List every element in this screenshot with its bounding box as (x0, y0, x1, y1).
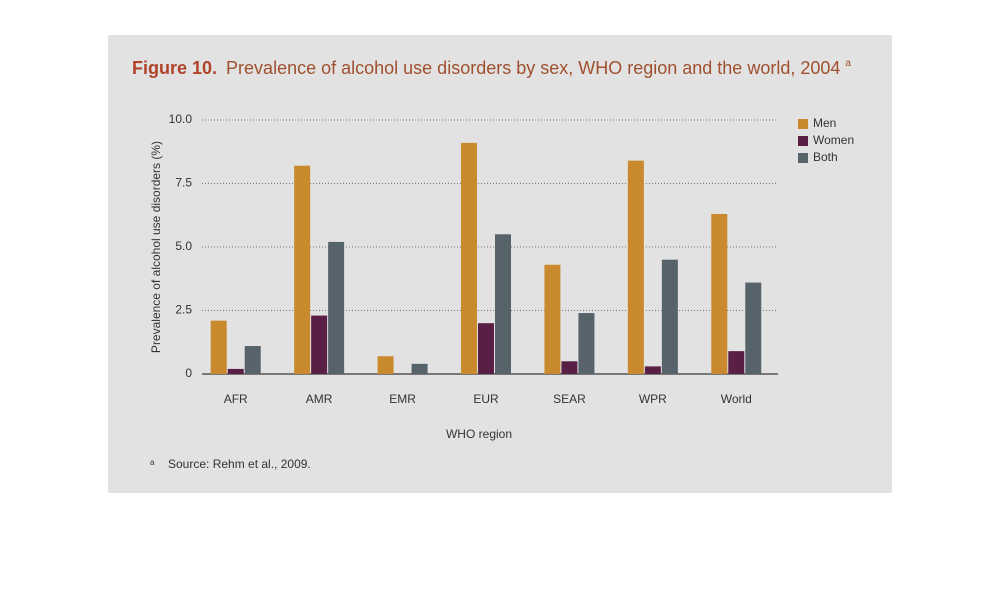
bar (728, 351, 745, 374)
footnote: Source: Rehm et al., 2009. (168, 457, 311, 471)
bar (461, 142, 477, 374)
bar (377, 356, 394, 374)
legend-swatch (798, 153, 808, 163)
legend-label: Both (813, 150, 838, 164)
y-tick-label: 2.5 (175, 303, 192, 317)
x-tick-label: EMR (389, 392, 416, 406)
bar (711, 213, 728, 374)
bar (210, 320, 227, 374)
y-tick-label: 0 (185, 366, 192, 380)
y-tick-label: 5.0 (175, 239, 192, 253)
y-tick-label: 7.5 (175, 176, 192, 190)
x-tick-label: AFR (224, 392, 248, 406)
chart-title: Figure 10. Prevalence of alcohol use dis… (132, 58, 851, 78)
y-tick-label: 10.0 (169, 112, 193, 126)
y-axis-label: Prevalence of alcohol use disorders (%) (149, 141, 163, 353)
bar (495, 234, 511, 374)
bar (227, 368, 244, 374)
x-tick-label: WPR (639, 392, 667, 406)
x-axis-label: WHO region (446, 427, 512, 441)
bar (244, 346, 261, 374)
legend-label: Men (813, 116, 836, 130)
footnote-marker: a (150, 458, 155, 467)
title-marker: a (845, 58, 851, 69)
bar (328, 241, 345, 374)
bar (411, 363, 428, 374)
x-tick-label: AMR (306, 392, 333, 406)
bar (561, 361, 578, 374)
title-text: Prevalence of alcohol use disorders by s… (226, 58, 840, 78)
bar (745, 282, 762, 374)
legend-swatch (798, 119, 808, 129)
x-tick-label: EUR (473, 392, 499, 406)
bar (544, 264, 561, 374)
x-tick-label: World (721, 392, 752, 406)
x-tick-label: SEAR (553, 392, 586, 406)
bar (578, 313, 595, 374)
figure-label: Figure 10. (132, 58, 217, 78)
bar (661, 259, 678, 374)
bar (627, 160, 644, 374)
legend-label: Women (813, 133, 854, 147)
bar (294, 165, 311, 374)
legend-swatch (798, 136, 808, 146)
bar (311, 315, 328, 374)
bar (644, 366, 661, 374)
bar (478, 323, 494, 374)
